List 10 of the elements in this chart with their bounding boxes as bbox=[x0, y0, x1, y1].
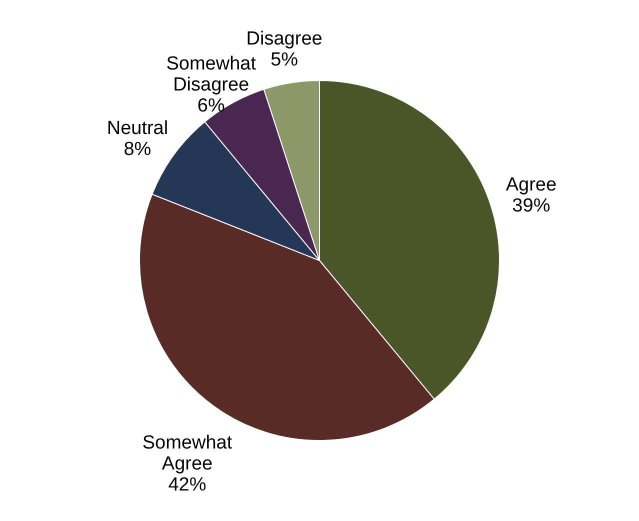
data-label: 6% bbox=[197, 95, 225, 116]
slice-label: Disagree bbox=[246, 28, 322, 50]
data-label: 42% bbox=[168, 474, 206, 496]
slice-label: Agree bbox=[506, 174, 557, 196]
slice-label: Somewhat Disagree bbox=[166, 53, 257, 96]
slice-label: Somewhat Agree bbox=[142, 432, 233, 475]
data-label: 39% bbox=[512, 195, 550, 216]
data-label: 8% bbox=[124, 139, 152, 160]
slice-label: Neutral bbox=[106, 118, 168, 140]
data-label: 5% bbox=[270, 49, 298, 70]
